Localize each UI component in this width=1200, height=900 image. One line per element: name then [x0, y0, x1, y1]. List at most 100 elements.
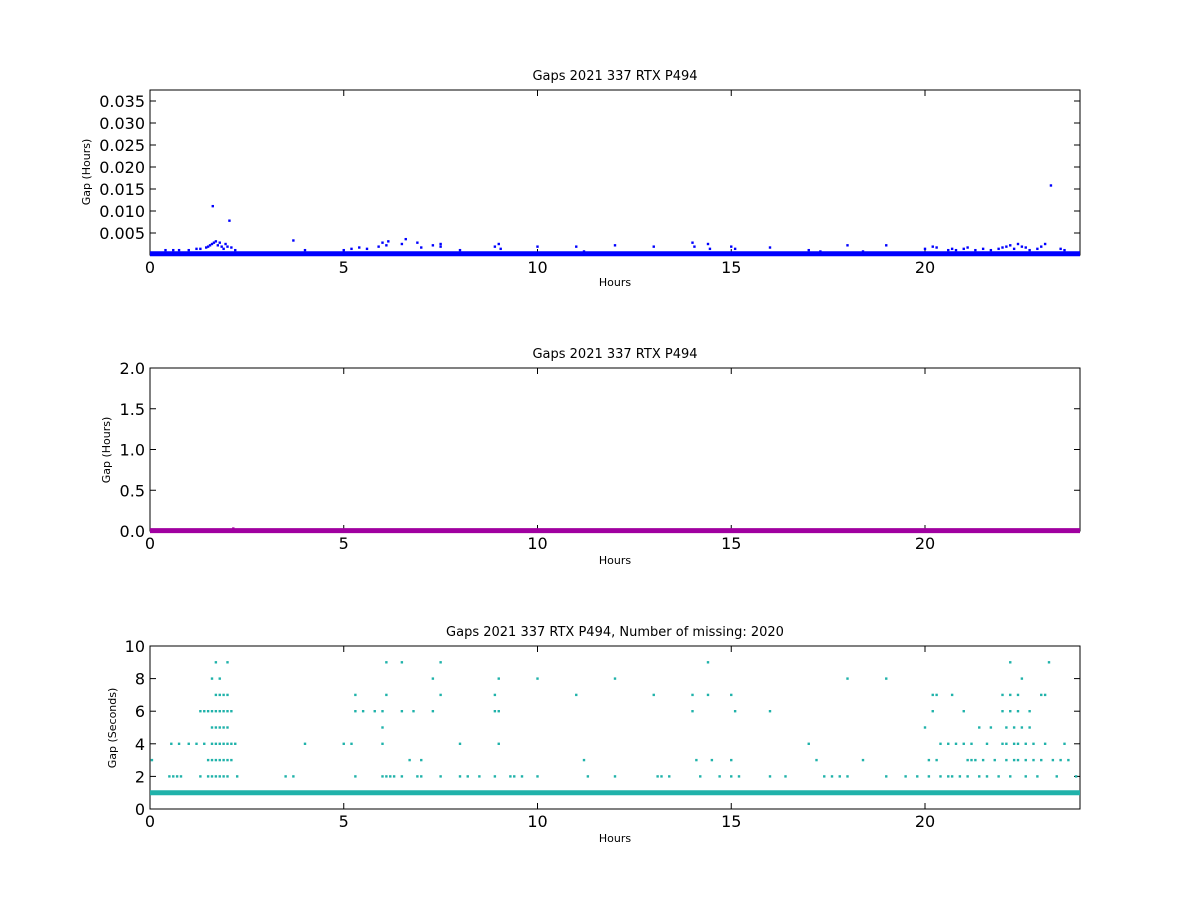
data-point — [381, 742, 384, 745]
data-point — [377, 245, 380, 248]
data-point — [1024, 758, 1027, 762]
data-point — [400, 661, 404, 664]
data-point — [1016, 693, 1020, 697]
data-point — [1024, 246, 1027, 249]
data-point — [203, 710, 206, 713]
data-point — [1020, 726, 1024, 729]
data-points — [150, 184, 1080, 257]
data-point — [222, 710, 225, 713]
data-point — [218, 693, 221, 697]
data-point — [733, 710, 737, 713]
data-point — [412, 710, 415, 713]
data-point — [997, 247, 1000, 251]
data-point — [1024, 775, 1027, 778]
data-point — [962, 247, 965, 251]
data-point — [1055, 775, 1058, 778]
x-tick-label: 15 — [721, 258, 741, 277]
data-point — [699, 775, 702, 778]
data-point — [931, 245, 934, 248]
data-point — [212, 241, 216, 244]
x-ticks: 0 5 10 15 20 — [145, 368, 935, 553]
x-tick-label: 5 — [339, 258, 349, 277]
data-point — [439, 245, 442, 248]
data-point — [439, 693, 442, 697]
data-point — [513, 775, 516, 778]
data-point — [224, 242, 227, 246]
data-point — [497, 710, 500, 713]
data-point — [536, 677, 539, 680]
data-point — [846, 677, 849, 680]
data-point — [691, 710, 694, 713]
data-point — [947, 775, 950, 778]
data-point — [385, 775, 388, 778]
data-point — [230, 246, 233, 249]
data-point — [652, 693, 655, 697]
data-point — [1009, 775, 1012, 778]
x-tick-label: 20 — [915, 258, 935, 277]
data-point — [962, 742, 965, 745]
data-point — [970, 742, 973, 745]
data-point — [164, 248, 167, 252]
data-point — [970, 758, 973, 762]
data-point — [846, 775, 849, 778]
y-ticks: 0.005 0.010 0.015 0.020 0.025 0.030 0.035 — [99, 92, 1080, 243]
data-point — [1024, 742, 1027, 745]
y-tick-label: 0.0 — [120, 522, 145, 541]
data-point — [342, 248, 345, 252]
data-point — [195, 742, 198, 745]
data-point — [582, 250, 586, 253]
data-point — [381, 726, 384, 729]
data-point — [1005, 726, 1008, 729]
data-point — [1028, 710, 1031, 713]
data-point — [1012, 758, 1016, 762]
data-point — [1028, 726, 1031, 729]
data-point — [439, 775, 442, 778]
data-point — [204, 246, 208, 249]
x-tick-label: 5 — [339, 812, 349, 831]
y-tick-label: 0.020 — [99, 158, 145, 177]
data-point — [284, 775, 287, 778]
data-point — [222, 775, 225, 778]
data-point — [861, 758, 865, 762]
data-point — [385, 693, 388, 697]
data-point — [1020, 677, 1024, 680]
data-point — [1040, 245, 1043, 248]
data-point — [1016, 758, 1020, 762]
data-point — [187, 742, 190, 745]
data-point — [768, 775, 772, 778]
data-point — [710, 758, 714, 762]
data-point — [497, 677, 500, 680]
data-point — [416, 775, 419, 778]
data-point — [1063, 742, 1066, 745]
chart-panel-top: Gaps 2021 337 RTX P494 Hours Gap (Hours)… — [80, 69, 1081, 289]
data-point — [303, 742, 307, 745]
data-point — [823, 775, 826, 778]
data-point — [195, 247, 198, 251]
data-point — [575, 245, 578, 248]
data-point — [861, 250, 865, 253]
data-point — [768, 246, 772, 249]
data-point — [175, 775, 179, 778]
data-point — [216, 244, 220, 247]
data-point — [1043, 242, 1047, 246]
x-tick-label: 10 — [527, 812, 547, 831]
data-point — [226, 742, 229, 745]
data-points — [150, 661, 1080, 796]
data-point — [950, 247, 954, 251]
data-point — [230, 742, 233, 745]
y-axis-label: Gap (Hours) — [80, 139, 93, 206]
data-point — [730, 245, 733, 248]
data-point — [1043, 742, 1047, 745]
data-point — [292, 239, 295, 242]
data-point — [199, 775, 202, 778]
data-point — [923, 247, 927, 251]
data-point — [303, 248, 307, 252]
data-point — [214, 775, 218, 778]
data-point — [226, 775, 229, 778]
data-point — [1036, 775, 1039, 778]
data-point — [420, 758, 423, 762]
data-point — [1040, 758, 1043, 762]
data-point — [420, 246, 423, 249]
y-ticks: 0 2 4 6 8 10 — [125, 637, 1080, 819]
